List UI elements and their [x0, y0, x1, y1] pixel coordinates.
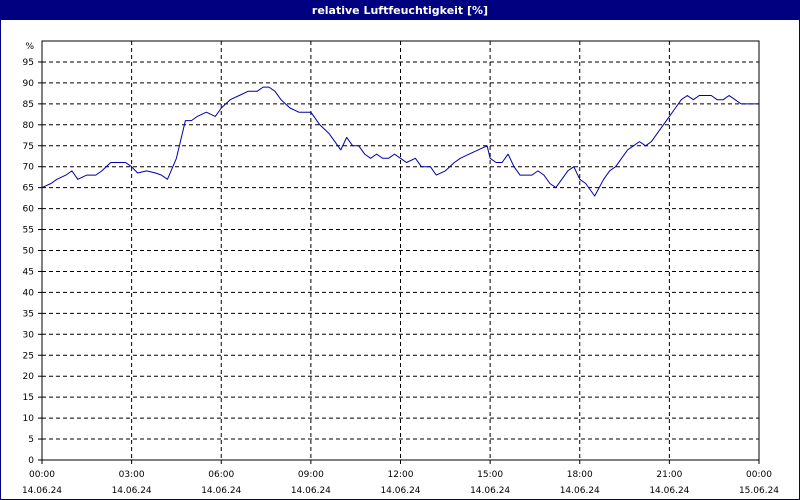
x-tick-date-label: 14.06.24 [560, 486, 600, 496]
x-tick-time-label: 12:00 [388, 470, 414, 480]
x-tick-date-label: 15.06.24 [739, 486, 779, 496]
y-tick-label: 90 [23, 79, 35, 89]
y-tick-label: 35 [23, 309, 34, 319]
x-tick-time-label: 09:00 [298, 470, 324, 480]
y-tick-label: 10 [23, 414, 35, 424]
series-layer [41, 86, 759, 197]
y-tick-label: 20 [23, 372, 35, 382]
x-tick-date-label: 14.06.24 [649, 486, 689, 496]
x-axis: 00:00 14.06.24 03:00 14.06.24 06:00 14.06.24 0… [22, 460, 779, 496]
y-tick-label: 55 [23, 226, 34, 236]
y-axis-unit-label: % [25, 42, 34, 52]
y-tick-label: 65 [23, 184, 34, 194]
y-tick-label: 15 [23, 393, 34, 403]
y-tick-label: 70 [23, 163, 35, 173]
humidity-series-line [41, 86, 759, 197]
y-tick-label: 5 [28, 435, 34, 445]
y-tick-label: 25 [23, 351, 34, 361]
x-tick-time-label: 06:00 [208, 470, 234, 480]
x-tick-time-label: 15:00 [477, 470, 503, 480]
y-tick-label: 50 [23, 247, 35, 257]
x-tick-date-label: 14.06.24 [22, 486, 62, 496]
x-tick-date-label: 14.06.24 [112, 486, 152, 496]
x-tick-time-label: 00:00 [29, 470, 55, 480]
plot-area-border [41, 40, 760, 461]
y-tick-label: 40 [23, 288, 35, 298]
y-tick-label: 75 [23, 142, 34, 152]
y-tick-label: 60 [23, 205, 35, 215]
chart-title: relative Luftfeuchtigkeit [%] [1, 1, 799, 20]
y-tick-label: 0 [28, 456, 34, 466]
y-tick-label: 80 [23, 121, 35, 131]
x-tick-date-label: 14.06.24 [201, 486, 241, 496]
y-tick-label: 30 [23, 330, 35, 340]
grid-lines [42, 41, 759, 460]
x-tick-time-label: 18:00 [567, 470, 593, 480]
x-tick-time-label: 21:00 [656, 470, 682, 480]
x-tick-date-label: 14.06.24 [470, 486, 510, 496]
x-tick-time-label: 00:00 [746, 470, 772, 480]
y-axis: 0 5 10 15 20 25 30 35 40 45 50 55 60 65 70 75 80 85 90 95 [23, 58, 42, 466]
y-tick-label: 95 [23, 58, 34, 68]
y-tick-label: 85 [23, 100, 34, 110]
x-tick-date-label: 14.06.24 [380, 486, 420, 496]
x-tick-time-label: 03:00 [119, 470, 145, 480]
x-tick-date-label: 14.06.24 [291, 486, 331, 496]
y-tick-label: 45 [23, 267, 34, 277]
